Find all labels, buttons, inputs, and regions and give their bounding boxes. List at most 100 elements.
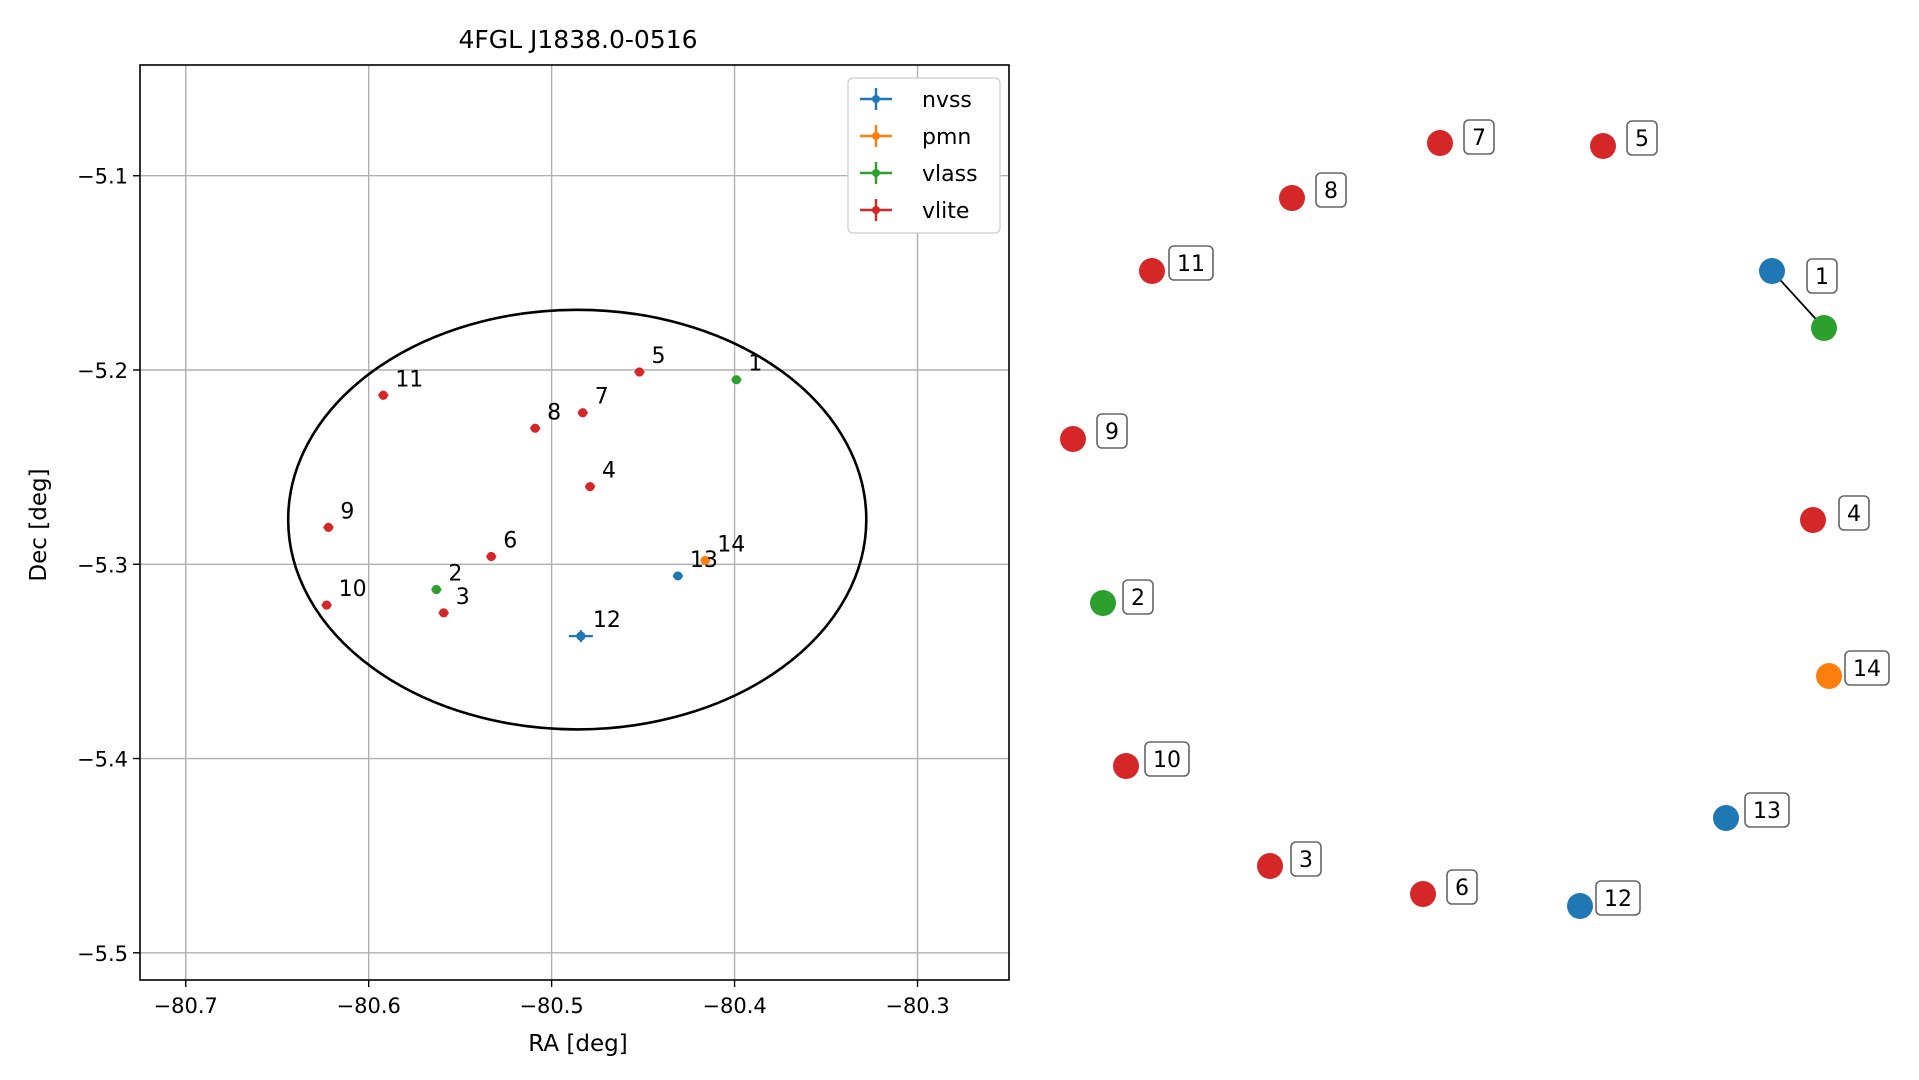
axes-frame [139,64,1010,981]
panel-label-box [1838,495,1870,531]
panel-label-box [1806,258,1838,294]
point-label-3: 3 [456,585,470,610]
x-tick-label: −80.6 [337,994,401,1018]
panel-marker-3-vlite: 3 [1257,841,1322,879]
legend-entry-vlass: vlass [860,162,978,187]
panel-marker-6-vlite: 6 [1410,869,1478,907]
data-point-6 [486,551,497,562]
data-point-11 [378,390,389,400]
panel-marker-14-pmn: 14 [1816,650,1890,689]
panel-marker-13-nvss: 13 [1713,792,1790,831]
data-point-12 [568,630,593,643]
point-label-6: 6 [503,528,517,553]
gridlines [140,65,1009,980]
data-points [321,367,742,643]
data-point-5 [634,367,645,377]
error-ellipse [286,308,868,731]
point-label-4: 4 [602,459,616,484]
x-tick-label: −80.4 [702,994,766,1018]
panel-marker-1-vlass [1811,315,1837,341]
data-point-9 [323,522,334,532]
x-tick-label: −80.5 [519,994,583,1018]
panel-label-box [1290,841,1322,877]
point-label-11: 11 [395,367,423,392]
point-label-8: 8 [547,400,561,425]
panel-marker-11-vlite: 11 [1139,245,1214,284]
y-tick-label: −5.1 [77,165,128,189]
legend-entry-nvss: nvss [860,88,972,113]
panel-label-text: 1 [1815,265,1829,290]
panel-label-text: 6 [1455,876,1469,901]
panel-label-text: 10 [1153,748,1181,773]
panel-label-text: 5 [1635,127,1649,152]
data-point-10 [321,600,332,610]
data-point-8 [530,423,541,433]
panel-marker-9-vlite: 9 [1060,413,1128,452]
legend-label-nvss: nvss [922,88,972,113]
data-point-4 [585,481,596,492]
data-point-2 [431,584,442,595]
legend-label-vlite: vlite [922,199,969,224]
panel-label-text: 3 [1299,848,1313,873]
panel-label-text: 9 [1105,420,1119,445]
panel-label-text: 2 [1131,586,1145,611]
panel-label-text: 8 [1324,179,1338,204]
x-axis-ticks: −80.7 −80.6 −80.5 −80.4 −80.3 [154,980,950,1018]
point-label-5: 5 [651,344,665,369]
data-point-1 [731,375,742,385]
panel-label-box [1096,413,1128,449]
panel-label-box [1463,119,1495,155]
panel-marker-12-nvss: 12 [1567,880,1641,919]
panel-label-text: 14 [1853,657,1881,682]
panel-label-box [1122,579,1154,615]
legend-frame [847,77,1001,234]
point-label-13: 13 [690,548,718,573]
y-tick-label: −5.4 [77,748,128,772]
point-label-2: 2 [448,562,462,587]
panel-marker-5-vlite: 5 [1590,120,1658,159]
x-tick-label: −80.7 [154,994,218,1018]
panel-label-box [1595,880,1641,916]
y-tick-label: −5.3 [77,553,128,577]
panel-label-text: 4 [1847,502,1861,527]
panel-label-box [1144,741,1190,777]
panel-label-text: 12 [1604,887,1632,912]
panel-marker-8-vlite: 8 [1279,172,1347,211]
data-point-14 [700,555,711,565]
panel-label-text: 11 [1177,252,1205,277]
panel-label-box [1168,245,1214,281]
x-axis-label: RA [deg] [528,1031,627,1057]
point-label-12: 12 [593,608,621,633]
panel-label-text: 7 [1472,126,1486,151]
point-label-14: 14 [717,532,745,557]
panel-label-box [1744,792,1790,828]
legend-label-vlass: vlass [922,162,978,187]
legend-label-pmn: pmn [922,125,971,150]
legend-entry-pmn: pmn [860,125,971,150]
point-label-7: 7 [595,385,609,410]
panel-marker-1-nvss: 1 [1759,258,1838,294]
chart-title: 4FGL J1838.0-0516 [458,25,697,54]
panel-marker-2-vlass: 2 [1090,579,1154,616]
point-label-9: 9 [340,499,354,524]
panel-label-box [1446,869,1478,905]
panel-marker-7-vlite: 7 [1427,119,1495,156]
y-tick-label: −5.5 [77,942,128,966]
x-tick-label: −80.3 [885,994,949,1018]
y-axis-label: Dec [deg] [26,468,52,581]
data-point-7 [577,408,588,418]
panel-label-box [1626,120,1658,156]
data-point-3 [438,608,449,618]
data-point-13 [672,571,683,581]
y-tick-label: −5.2 [77,359,128,383]
legend-entry-vlite: vlite [860,199,969,224]
point-label-1: 1 [748,352,762,377]
panel-marker-10-vlite: 10 [1113,741,1190,779]
legend: nvss pmn vlass vlite [847,77,1001,234]
panel-label-box [1844,650,1890,686]
y-axis-ticks: −5.1 −5.2 −5.3 −5.4 −5.5 [77,165,140,966]
